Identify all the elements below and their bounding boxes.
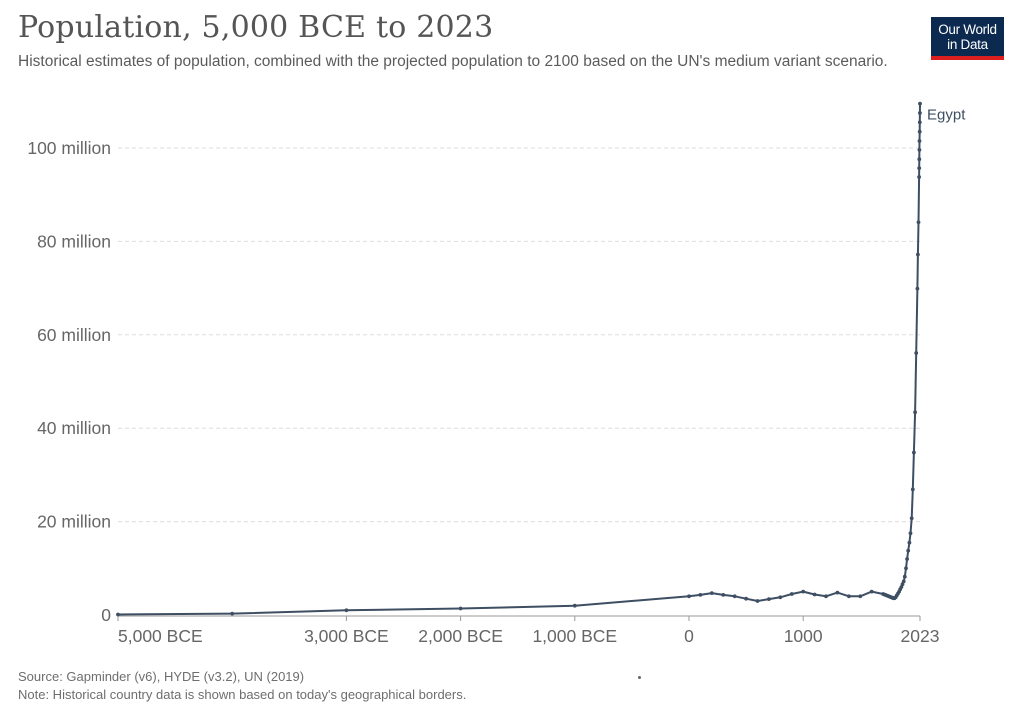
logo-line-1: Our World: [938, 22, 997, 37]
data-point: [902, 574, 907, 579]
data-point: [778, 595, 783, 600]
x-axis: 5,000 BCE 3,000 BCE 2,000 BCE 1,000 BCE 0 100…: [117, 615, 940, 646]
series-egypt[interactable]: Egypt: [116, 101, 966, 617]
data-point: [918, 101, 922, 106]
series-label-egypt: Egypt: [927, 107, 966, 124]
data-point: [344, 608, 349, 613]
owid-logo[interactable]: Our World in Data: [931, 17, 1004, 60]
data-point: [709, 591, 714, 595]
chart-subtitle: Historical estimates of population, comb…: [18, 53, 888, 70]
data-point: [687, 594, 691, 599]
data-point: [916, 220, 921, 225]
data-point: [858, 594, 863, 599]
data-point: [901, 579, 906, 584]
data-point: [744, 596, 748, 601]
data-point: [755, 599, 760, 603]
data-point: [812, 592, 817, 597]
data-point: [917, 175, 921, 179]
chart-title: Population, 5,000 BCE to 2023: [18, 10, 494, 45]
x-tick-label-3: 1,000 BCE: [532, 626, 617, 646]
data-point: [917, 157, 922, 162]
data-point: [904, 566, 908, 571]
y-tick-label-4: 80 million: [37, 231, 111, 251]
y-tick-label-2: 40 million: [37, 418, 111, 438]
y-tick-label-0: 0: [101, 605, 111, 625]
data-point: [917, 139, 922, 143]
data-point: [458, 606, 463, 611]
data-point: [909, 516, 914, 521]
data-point: [721, 593, 726, 597]
y-axis-tick-labels: 0 20 million 40 million 60 million 80 millio…: [27, 138, 111, 625]
data-point: [572, 603, 577, 608]
data-point: [801, 589, 806, 594]
data-point: [907, 540, 912, 545]
data-point: [915, 286, 920, 291]
data-point: [824, 594, 828, 599]
data-point: [698, 593, 703, 597]
x-tick-label-1: 3,000 BCE: [304, 626, 389, 646]
data-point: [917, 166, 922, 171]
timeline-handle[interactable]: [638, 676, 641, 679]
x-tick-label-6: 2023: [901, 626, 940, 646]
data-point: [910, 487, 915, 492]
data-point: [916, 252, 920, 257]
y-tick-label-5: 100 million: [27, 138, 111, 158]
data-point: [869, 589, 874, 594]
data-point: [116, 612, 120, 617]
x-tick-label-0: 5,000 BCE: [118, 626, 203, 646]
series-line-egypt[interactable]: [117, 103, 921, 616]
data-point: [908, 531, 913, 536]
borders-note: Note: Historical country data is shown b…: [18, 687, 467, 702]
source-note: Source: Gapminder (v6), HYDE (v3.2), UN …: [18, 669, 305, 684]
data-point: [847, 594, 851, 599]
data-point: [230, 611, 235, 616]
x-tick-label-5: 1000: [784, 626, 823, 646]
x-tick-label-2: 2,000 BCE: [418, 626, 503, 646]
x-tick-label-4: 0: [684, 626, 694, 646]
data-point: [767, 597, 771, 601]
data-point: [917, 129, 922, 134]
data-point: [906, 548, 911, 553]
data-point: [835, 590, 840, 595]
logo-line-2: in Data: [947, 37, 988, 52]
data-point: [732, 594, 737, 599]
data-point: [917, 148, 922, 152]
data-point: [789, 592, 794, 596]
data-point: [913, 410, 917, 415]
y-tick-label-3: 60 million: [37, 325, 111, 345]
logo-accent-bar: [931, 56, 1004, 60]
data-point: [918, 111, 922, 115]
data-point: [905, 557, 909, 561]
data-point: [914, 351, 919, 355]
y-tick-label-1: 20 million: [37, 512, 111, 532]
gridlines: [118, 147, 920, 523]
data-point: [912, 450, 916, 455]
data-point: [917, 120, 922, 125]
